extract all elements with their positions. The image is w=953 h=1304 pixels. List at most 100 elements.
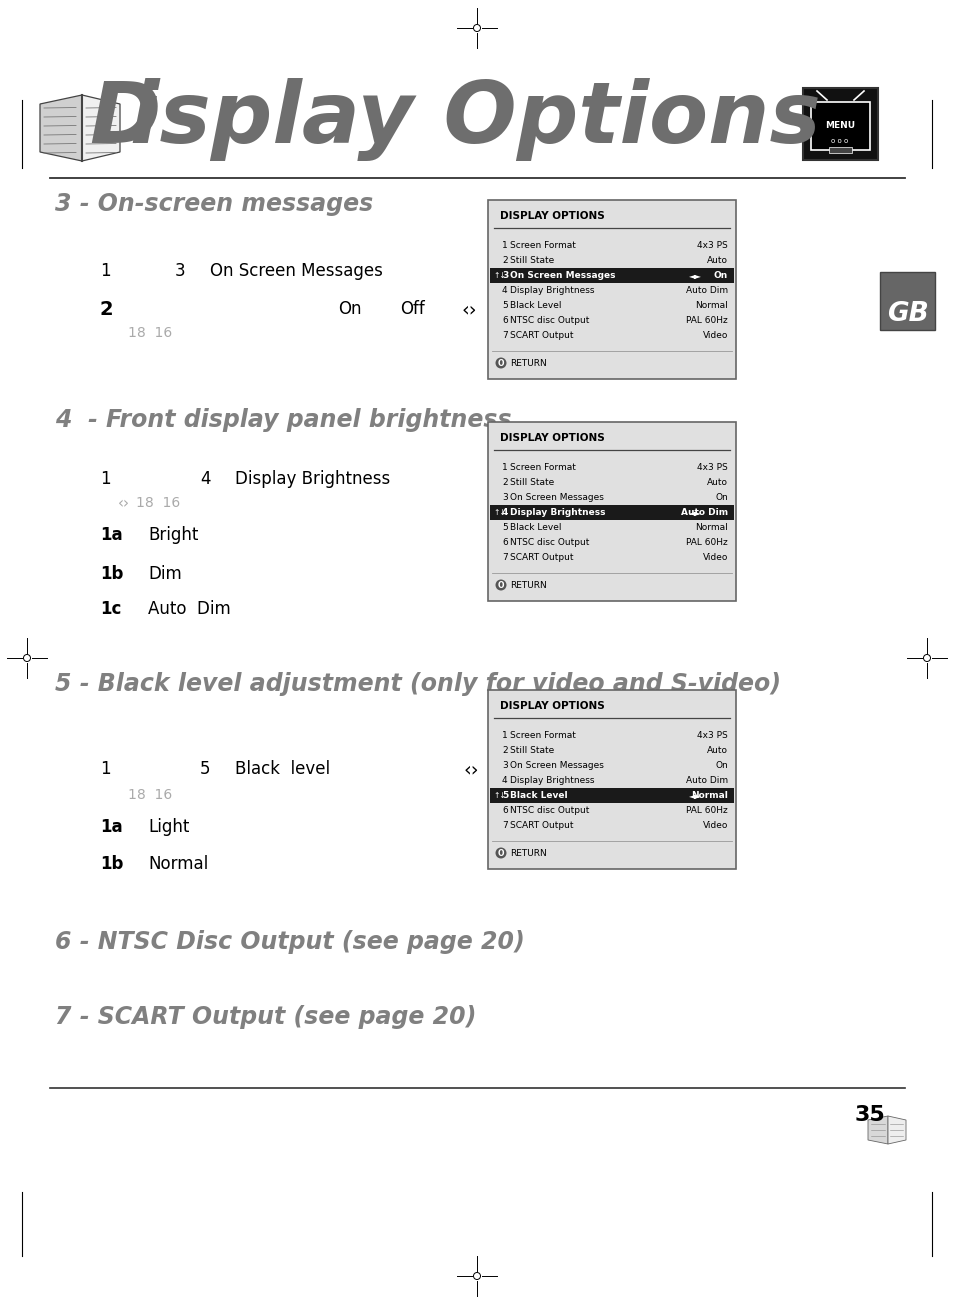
Text: Video: Video xyxy=(702,822,727,831)
Text: O: O xyxy=(497,359,504,368)
Text: ↑↓: ↑↓ xyxy=(493,792,505,799)
Text: Screen Format: Screen Format xyxy=(510,241,576,250)
Text: RETURN: RETURN xyxy=(510,580,546,589)
Text: SCART Output: SCART Output xyxy=(510,553,573,562)
Text: D: D xyxy=(89,78,160,160)
Text: Light: Light xyxy=(148,818,190,836)
Text: DISPLAY OPTIONS: DISPLAY OPTIONS xyxy=(499,702,604,711)
Bar xyxy=(879,273,934,330)
Text: 4  - Front display panel brightness: 4 - Front display panel brightness xyxy=(55,408,511,432)
Text: NTSC disc Output: NTSC disc Output xyxy=(510,316,589,325)
Text: 1a: 1a xyxy=(100,818,123,836)
Text: GB: GB xyxy=(886,301,928,327)
Text: ↑↓: ↑↓ xyxy=(493,271,505,280)
Text: Display Brightness: Display Brightness xyxy=(510,509,605,516)
Bar xyxy=(488,200,735,379)
Text: Normal: Normal xyxy=(148,855,208,872)
Bar xyxy=(802,87,877,160)
Text: ‹›: ‹› xyxy=(461,300,477,319)
Text: isplay Options: isplay Options xyxy=(130,78,820,160)
Bar xyxy=(810,102,869,150)
Text: On Screen Messages: On Screen Messages xyxy=(510,271,615,280)
Text: 3: 3 xyxy=(501,271,508,280)
Text: O: O xyxy=(497,849,504,858)
Text: Off: Off xyxy=(399,300,424,318)
Bar xyxy=(488,690,735,868)
Text: Still State: Still State xyxy=(510,746,554,755)
Text: 4: 4 xyxy=(501,509,508,516)
Text: Normal: Normal xyxy=(690,792,727,799)
Text: Auto: Auto xyxy=(706,746,727,755)
Text: 1: 1 xyxy=(501,241,507,250)
Text: ↑↓: ↑↓ xyxy=(493,509,505,516)
Text: 7: 7 xyxy=(501,822,507,831)
Text: On: On xyxy=(713,271,727,280)
Text: 2: 2 xyxy=(501,746,507,755)
Bar xyxy=(828,147,851,153)
Text: NTSC disc Output: NTSC disc Output xyxy=(510,806,589,815)
Text: Auto Dim: Auto Dim xyxy=(685,776,727,785)
Text: Auto Dim: Auto Dim xyxy=(685,286,727,295)
Text: Auto: Auto xyxy=(706,256,727,265)
Text: 6: 6 xyxy=(501,806,507,815)
Text: Display Brightness: Display Brightness xyxy=(234,469,390,488)
Text: 4: 4 xyxy=(501,776,507,785)
Text: 18  16: 18 16 xyxy=(136,496,180,510)
Text: SCART Output: SCART Output xyxy=(510,822,573,831)
Text: 6: 6 xyxy=(501,316,507,325)
Text: 1: 1 xyxy=(501,463,507,472)
Text: NTSC disc Output: NTSC disc Output xyxy=(510,539,589,546)
Text: Normal: Normal xyxy=(695,523,727,532)
Text: o o o: o o o xyxy=(830,138,848,143)
Text: 6 - NTSC Disc Output (see page 20): 6 - NTSC Disc Output (see page 20) xyxy=(55,930,524,955)
Text: 1b: 1b xyxy=(100,855,123,872)
Text: ◄►: ◄► xyxy=(688,509,701,516)
Text: On Screen Messages: On Screen Messages xyxy=(210,262,382,280)
Text: 4: 4 xyxy=(501,286,507,295)
Text: 4x3 PS: 4x3 PS xyxy=(697,241,727,250)
Text: Still State: Still State xyxy=(510,479,554,486)
Text: 7: 7 xyxy=(501,331,507,340)
Text: 2: 2 xyxy=(501,256,507,265)
Text: On Screen Messages: On Screen Messages xyxy=(510,762,603,769)
Text: 3 - On-screen messages: 3 - On-screen messages xyxy=(55,192,373,216)
Text: 18  16: 18 16 xyxy=(128,326,172,340)
Text: 1: 1 xyxy=(100,469,111,488)
Text: 3: 3 xyxy=(501,762,507,769)
Text: 5: 5 xyxy=(501,523,507,532)
Circle shape xyxy=(495,848,506,858)
Text: On: On xyxy=(715,493,727,502)
Text: On: On xyxy=(715,762,727,769)
Text: 7: 7 xyxy=(501,553,507,562)
Text: RETURN: RETURN xyxy=(510,359,546,368)
Text: Video: Video xyxy=(702,553,727,562)
Text: Black  level: Black level xyxy=(234,760,330,778)
Text: DISPLAY OPTIONS: DISPLAY OPTIONS xyxy=(499,211,604,220)
Text: 18  16: 18 16 xyxy=(128,788,172,802)
Text: 1a: 1a xyxy=(100,526,123,544)
Text: RETURN: RETURN xyxy=(510,849,546,858)
Bar xyxy=(490,505,733,520)
Text: PAL 60Hz: PAL 60Hz xyxy=(685,316,727,325)
Text: 1: 1 xyxy=(100,760,111,778)
Text: 2: 2 xyxy=(100,300,113,319)
Circle shape xyxy=(495,579,506,591)
Text: 5: 5 xyxy=(200,760,211,778)
Text: 5: 5 xyxy=(501,792,508,799)
Text: DISPLAY OPTIONS: DISPLAY OPTIONS xyxy=(499,433,604,443)
Text: MENU: MENU xyxy=(824,121,854,130)
Text: Still State: Still State xyxy=(510,256,554,265)
Text: Normal: Normal xyxy=(695,301,727,310)
Text: Video: Video xyxy=(702,331,727,340)
Text: 4: 4 xyxy=(200,469,211,488)
Text: 1c: 1c xyxy=(100,600,121,618)
Text: 5: 5 xyxy=(501,301,507,310)
Text: SCART Output: SCART Output xyxy=(510,331,573,340)
Text: Dim: Dim xyxy=(148,565,182,583)
Text: Black Level: Black Level xyxy=(510,301,561,310)
Text: Auto  Dim: Auto Dim xyxy=(148,600,231,618)
Text: PAL 60Hz: PAL 60Hz xyxy=(685,806,727,815)
Text: Display Brightness: Display Brightness xyxy=(510,776,594,785)
Text: On Screen Messages: On Screen Messages xyxy=(510,493,603,502)
Text: ‹›: ‹› xyxy=(118,496,130,511)
